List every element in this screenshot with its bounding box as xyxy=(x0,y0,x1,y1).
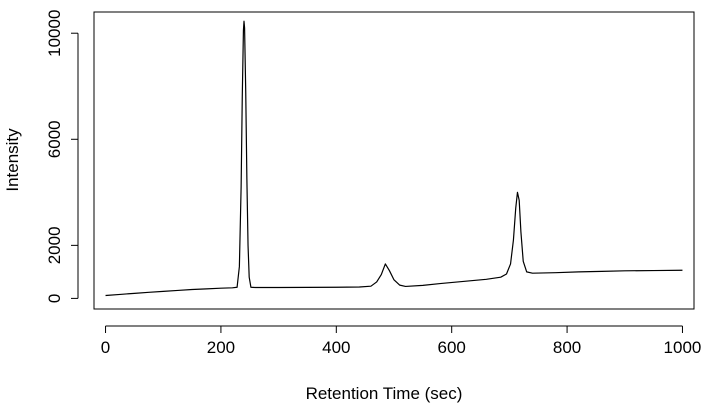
x-axis-title: Retention Time (sec) xyxy=(306,384,463,403)
x-tick-label: 600 xyxy=(438,338,466,357)
y-tick-label: 0 xyxy=(45,294,64,303)
x-tick-label: 0 xyxy=(101,338,110,357)
intensity-series-line xyxy=(105,20,683,297)
x-tick-label: 200 xyxy=(207,338,235,357)
plot-frame xyxy=(93,11,695,310)
y-tick-label: 10000 xyxy=(45,10,64,57)
x-axis: 0 200 400 600 800 1000 xyxy=(101,325,702,357)
x-tick-label: 400 xyxy=(322,338,350,357)
y-tick-label: 2000 xyxy=(45,226,64,264)
y-tick-label: 6000 xyxy=(45,120,64,158)
x-tick-label: 800 xyxy=(553,338,581,357)
y-axis: 0 2000 6000 10000 xyxy=(45,10,79,303)
x-tick-label: 1000 xyxy=(664,338,702,357)
y-axis-title: Intensity xyxy=(3,128,22,192)
